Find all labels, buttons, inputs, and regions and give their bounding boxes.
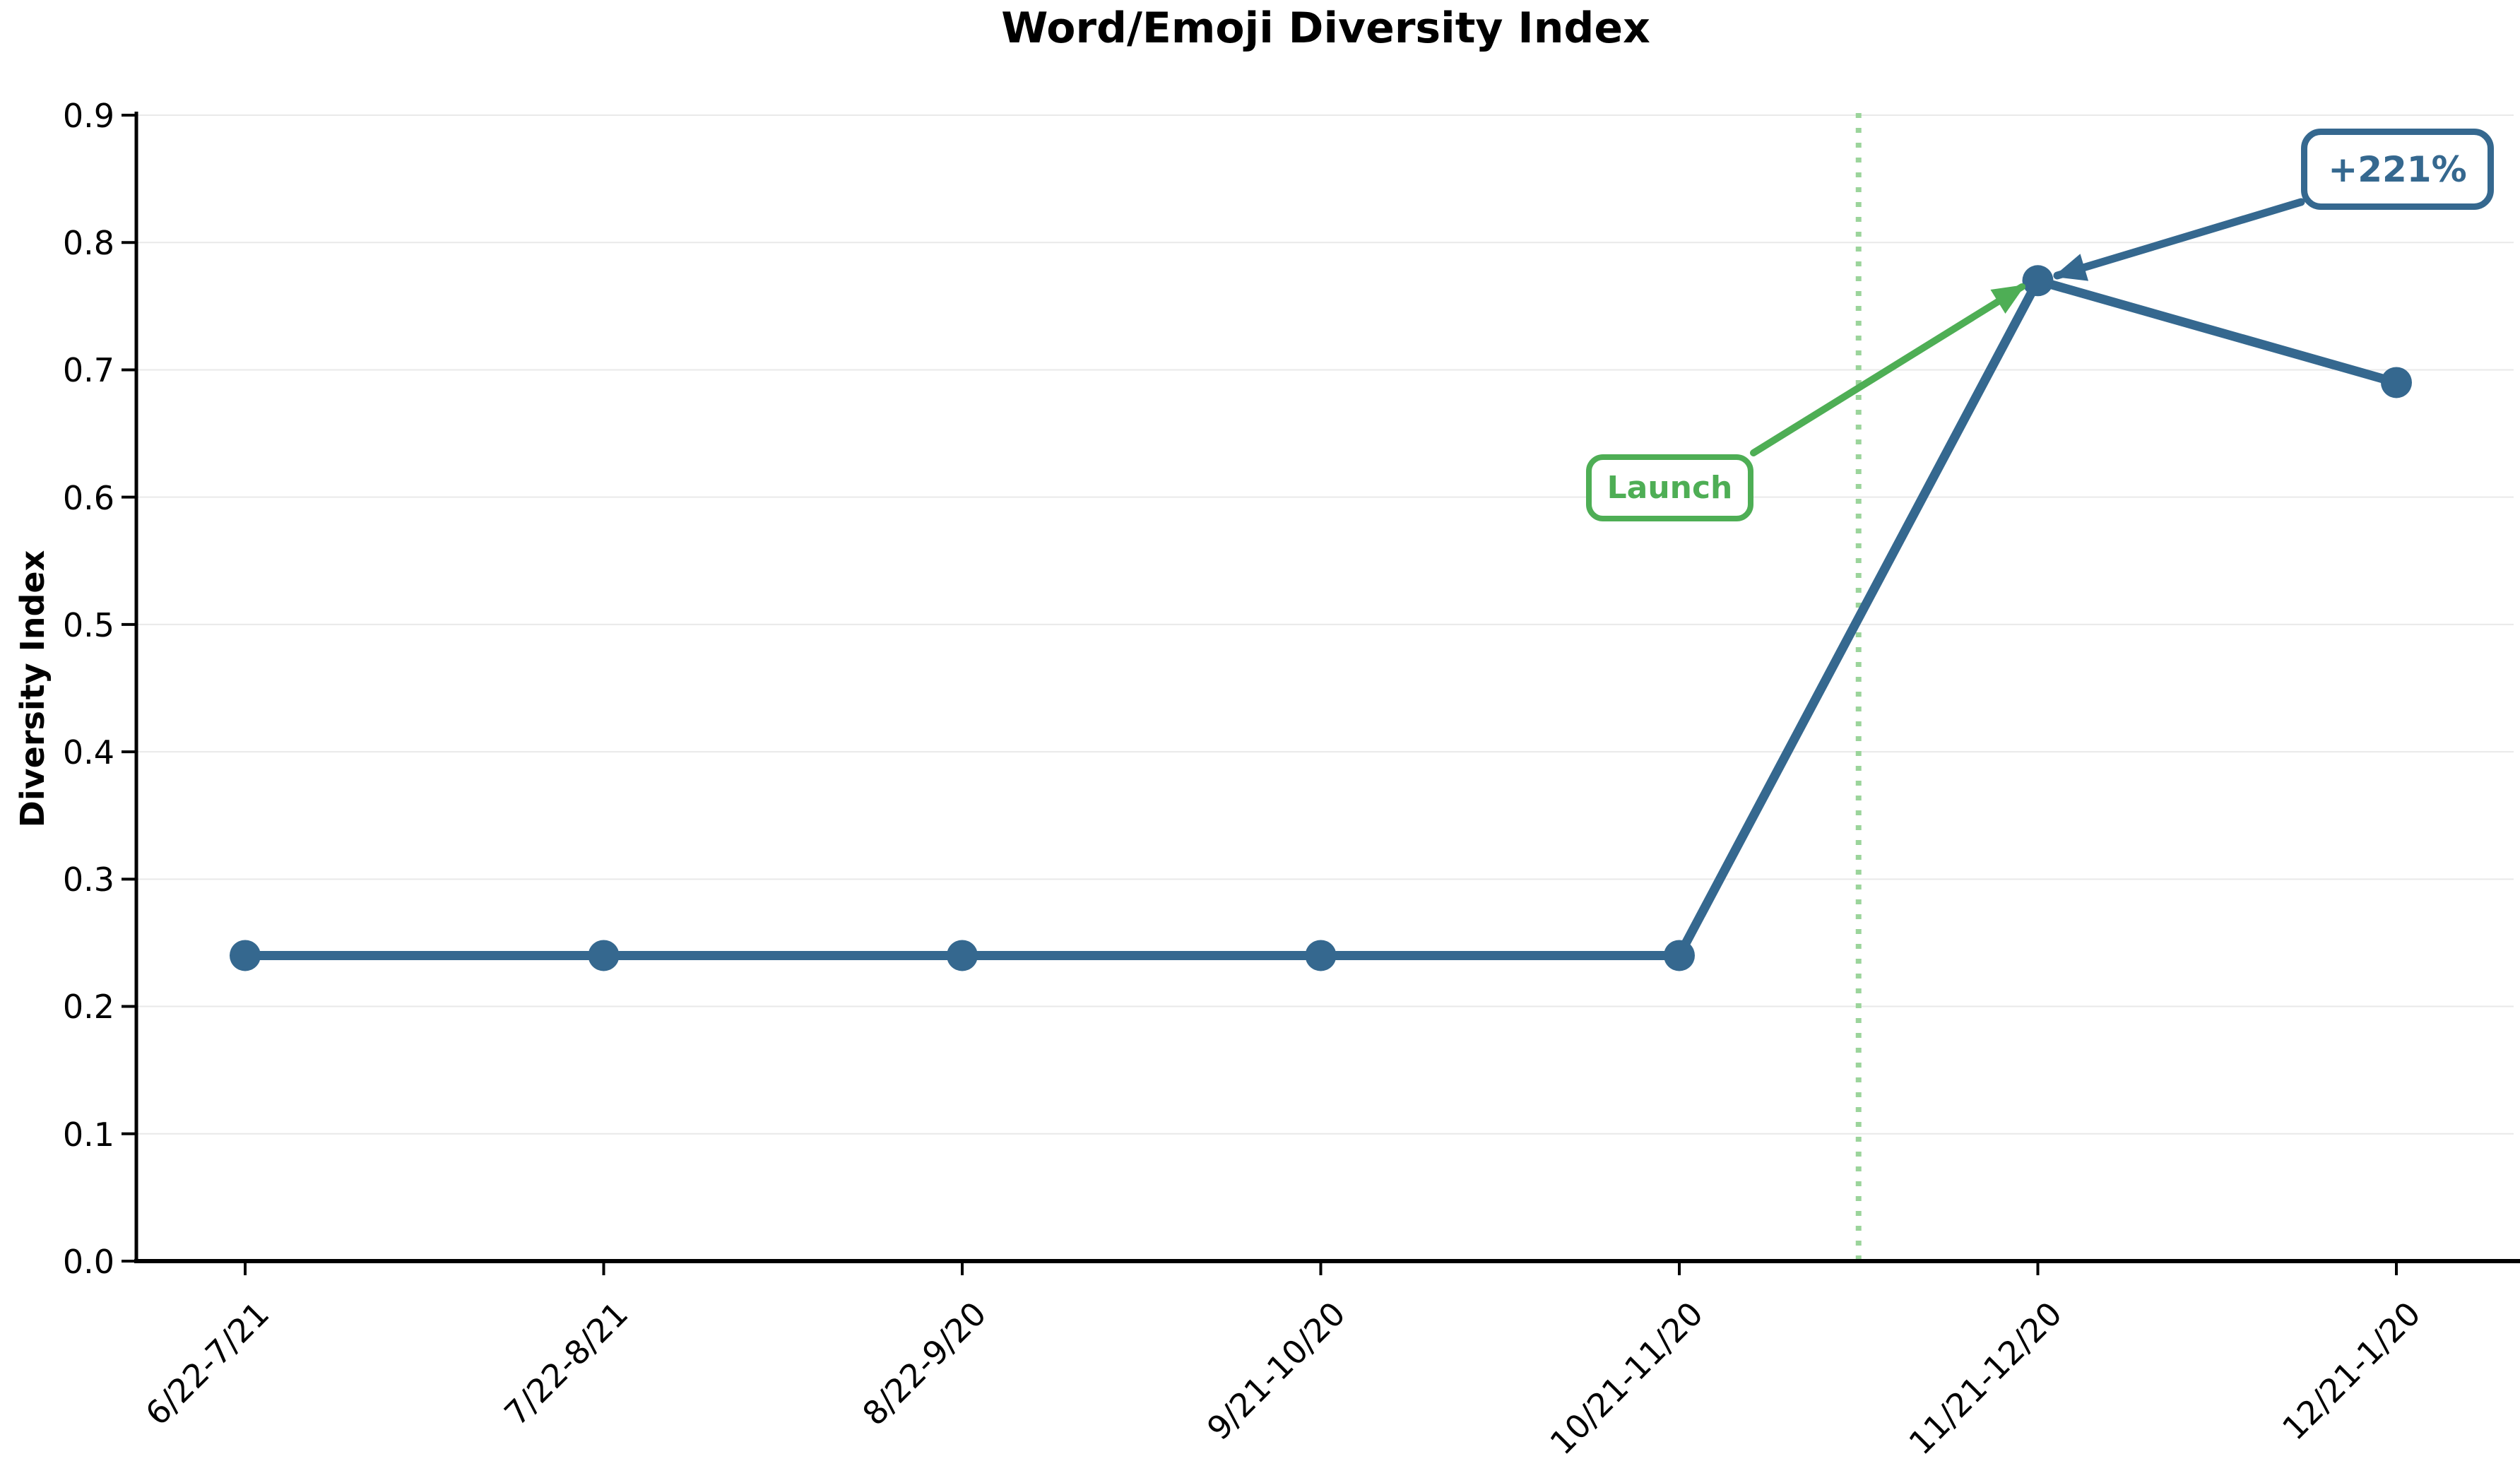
launch-annotation-arrow	[1750, 283, 2026, 456]
y-tick-label: 0.8	[62, 224, 114, 262]
chart-title: Word/Emoji Diversity Index	[1001, 4, 1650, 53]
y-tick-label: 0.5	[62, 606, 114, 644]
growth-annotation-arrow	[2053, 198, 2305, 281]
data-point-marker	[230, 940, 261, 971]
data-point-marker	[1305, 940, 1337, 971]
y-tick-label: 0.1	[62, 1116, 114, 1154]
y-tick-label: 0.6	[62, 479, 114, 517]
data-line	[240, 276, 2401, 960]
data-point-marker	[1664, 940, 1695, 971]
data-point-marker	[947, 940, 978, 971]
y-tick-label: 0.4	[62, 733, 114, 772]
y-tick-label: 0.9	[62, 97, 114, 135]
y-tick-label: 0.0	[62, 1243, 114, 1281]
y-tick-label: 0.7	[62, 351, 114, 389]
data-point-marker	[2022, 265, 2054, 297]
data-point-marker	[2381, 367, 2412, 398]
y-axis-label: Diversity Index	[13, 550, 52, 828]
y-tick-label: 0.3	[62, 861, 114, 899]
growth-annotation-box: +221%	[2301, 129, 2494, 210]
data-point-marker	[588, 940, 620, 971]
launch-annotation-box: Launch	[1586, 454, 1753, 521]
y-tick-label: 0.2	[62, 988, 114, 1026]
